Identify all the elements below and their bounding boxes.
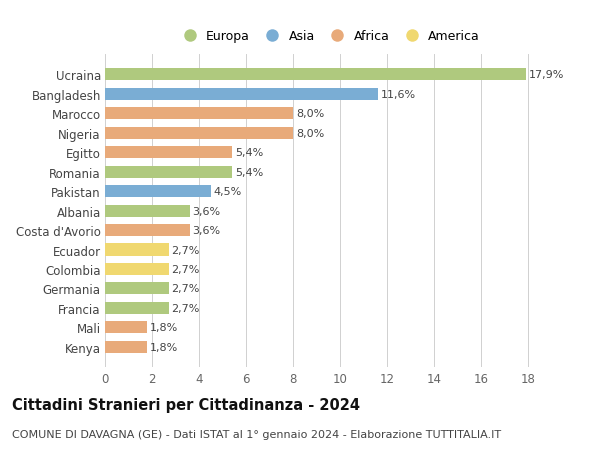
Bar [105, 263, 169, 275]
Text: 17,9%: 17,9% [529, 70, 565, 80]
Bar [105, 69, 526, 81]
Bar [105, 322, 148, 334]
Bar [105, 89, 378, 101]
Text: 2,7%: 2,7% [172, 284, 200, 294]
Text: COMUNE DI DAVAGNA (GE) - Dati ISTAT al 1° gennaio 2024 - Elaborazione TUTTITALIA: COMUNE DI DAVAGNA (GE) - Dati ISTAT al 1… [12, 429, 501, 439]
Bar [105, 128, 293, 140]
Legend: Europa, Asia, Africa, America: Europa, Asia, Africa, America [177, 30, 480, 43]
Bar [105, 147, 232, 159]
Text: 2,7%: 2,7% [172, 245, 200, 255]
Text: 11,6%: 11,6% [381, 90, 416, 100]
Bar [105, 108, 293, 120]
Text: 2,7%: 2,7% [172, 264, 200, 274]
Bar [105, 205, 190, 217]
Bar [105, 302, 169, 314]
Text: 3,6%: 3,6% [193, 206, 221, 216]
Text: 2,7%: 2,7% [172, 303, 200, 313]
Text: Cittadini Stranieri per Cittadinanza - 2024: Cittadini Stranieri per Cittadinanza - 2… [12, 397, 360, 412]
Bar [105, 283, 169, 295]
Bar [105, 341, 148, 353]
Text: 1,8%: 1,8% [150, 342, 178, 352]
Text: 3,6%: 3,6% [193, 225, 221, 235]
Text: 4,5%: 4,5% [214, 187, 242, 197]
Text: 8,0%: 8,0% [296, 129, 324, 139]
Text: 5,4%: 5,4% [235, 168, 263, 177]
Bar [105, 244, 169, 256]
Text: 5,4%: 5,4% [235, 148, 263, 158]
Text: 1,8%: 1,8% [150, 323, 178, 333]
Text: 8,0%: 8,0% [296, 109, 324, 119]
Bar [105, 186, 211, 198]
Bar [105, 224, 190, 236]
Bar [105, 166, 232, 179]
